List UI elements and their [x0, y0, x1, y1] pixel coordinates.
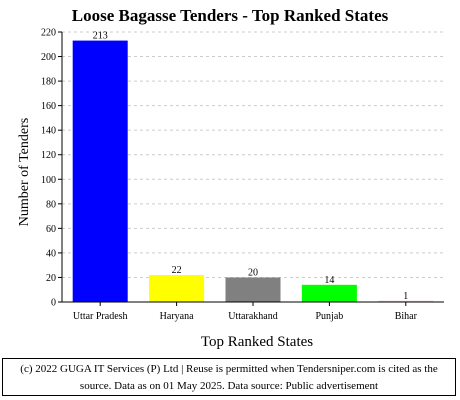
- y-tick-label: 0: [51, 298, 56, 309]
- y-tick-label: 180: [41, 77, 56, 88]
- bar-value-label: 1: [403, 291, 408, 302]
- bar-uttar-pradesh: [72, 40, 128, 302]
- bar-uttarakhand: [225, 277, 281, 302]
- x-tick-label: Punjab: [316, 311, 344, 322]
- y-tick-label: 120: [41, 150, 56, 161]
- bar-bihar: [378, 300, 434, 302]
- footer-line-2: source. Data as on 01 May 2025. Data sou…: [79, 380, 379, 392]
- bar-value-label: 14: [324, 275, 334, 286]
- x-tick-label: Bihar: [395, 311, 418, 322]
- chart-title: Loose Bagasse Tenders - Top Ranked State…: [71, 6, 389, 25]
- y-tick-label: 80: [46, 199, 56, 210]
- y-tick-label: 60: [46, 224, 56, 235]
- bar-haryana: [149, 275, 205, 302]
- x-tick-label: Uttarakhand: [228, 311, 277, 322]
- footer-caption: (c) 2022 GUGA IT Services (P) Ltd | Reus…: [2, 358, 456, 396]
- y-tick-label: 20: [46, 273, 56, 284]
- y-tick-label: 100: [41, 175, 56, 186]
- bar-punjab: [301, 284, 357, 302]
- y-axis-label: Number of Tenders: [17, 118, 32, 226]
- bar-value-label: 213: [93, 31, 108, 42]
- x-ticks: Uttar Pradesh Haryana Uttarakhand Punjab Bih…: [73, 302, 418, 322]
- y-tick-label: 160: [41, 101, 56, 112]
- bar-value-label: 20: [248, 267, 258, 278]
- y-tick-label: 40: [46, 248, 56, 259]
- footer-line-1: (c) 2022 GUGA IT Services (P) Ltd | Reus…: [20, 363, 438, 375]
- bar-chart: 213 22 20 14 1 0 20 40 60 80 100 120 140 160 180 200 22…: [17, 28, 444, 350]
- x-tick-label: Uttar Pradesh: [73, 311, 128, 322]
- gridlines: [62, 31, 444, 278]
- y-tick-label: 140: [41, 126, 56, 137]
- bar-value-label: 22: [172, 265, 182, 276]
- y-tick-label: 220: [41, 28, 56, 39]
- bars: 213 22 20 14 1: [72, 31, 434, 302]
- x-axis-label: Top Ranked States: [201, 334, 313, 350]
- y-ticks: 0 20 40 60 80 100 120 140 160 180 200 220: [41, 28, 62, 309]
- y-tick-label: 200: [41, 52, 56, 63]
- x-tick-label: Haryana: [160, 311, 194, 322]
